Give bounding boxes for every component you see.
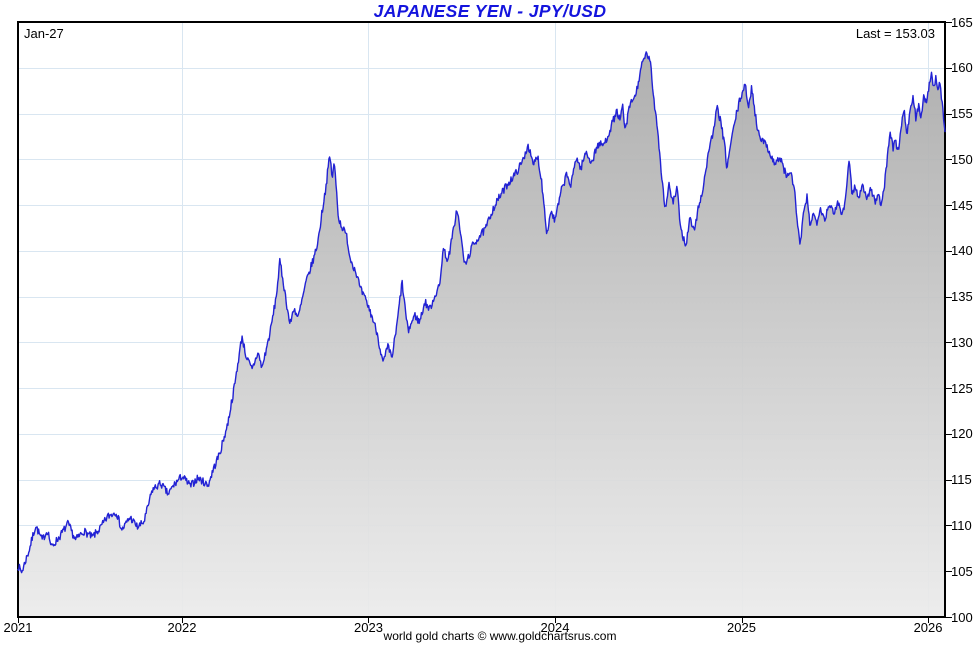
y-tick-label: 150: [951, 151, 973, 167]
x-tick-label: 2021: [3, 620, 33, 635]
y-tick-label: 135: [951, 289, 973, 305]
date-label: Jan-27: [24, 26, 64, 41]
y-tick-label: 100: [951, 609, 973, 625]
x-tick-label: 2023: [354, 620, 383, 635]
x-tick-label: 2026: [913, 620, 943, 635]
plot-border: [17, 21, 946, 618]
x-tick-label: 2022: [167, 620, 197, 635]
area-fill: [18, 51, 945, 617]
y-tick-label: 120: [951, 426, 973, 442]
y-tick-label: 130: [951, 334, 973, 350]
last-price-label: Last = 153.03: [855, 26, 935, 41]
price-line: [17, 51, 946, 574]
y-tick-label: 110: [951, 517, 972, 533]
chart-title: JAPANESE YEN - JPY/USD: [373, 1, 607, 21]
y-tick-label: 145: [951, 197, 973, 213]
y-tick-label: 155: [951, 106, 973, 122]
y-tick-label: 165: [951, 14, 973, 30]
y-tick-label: 160: [951, 60, 973, 76]
x-tick-label: 2024: [540, 620, 570, 635]
y-tick-label: 125: [951, 380, 973, 396]
y-tick-label: 115: [951, 472, 972, 488]
axis-ticks: [17, 21, 952, 623]
y-tick-label: 105: [951, 563, 973, 579]
x-tick-label: 2025: [727, 620, 756, 635]
y-tick-label: 140: [951, 243, 973, 259]
footer-credit: world gold charts © www.goldchartsrus.co…: [383, 629, 617, 643]
